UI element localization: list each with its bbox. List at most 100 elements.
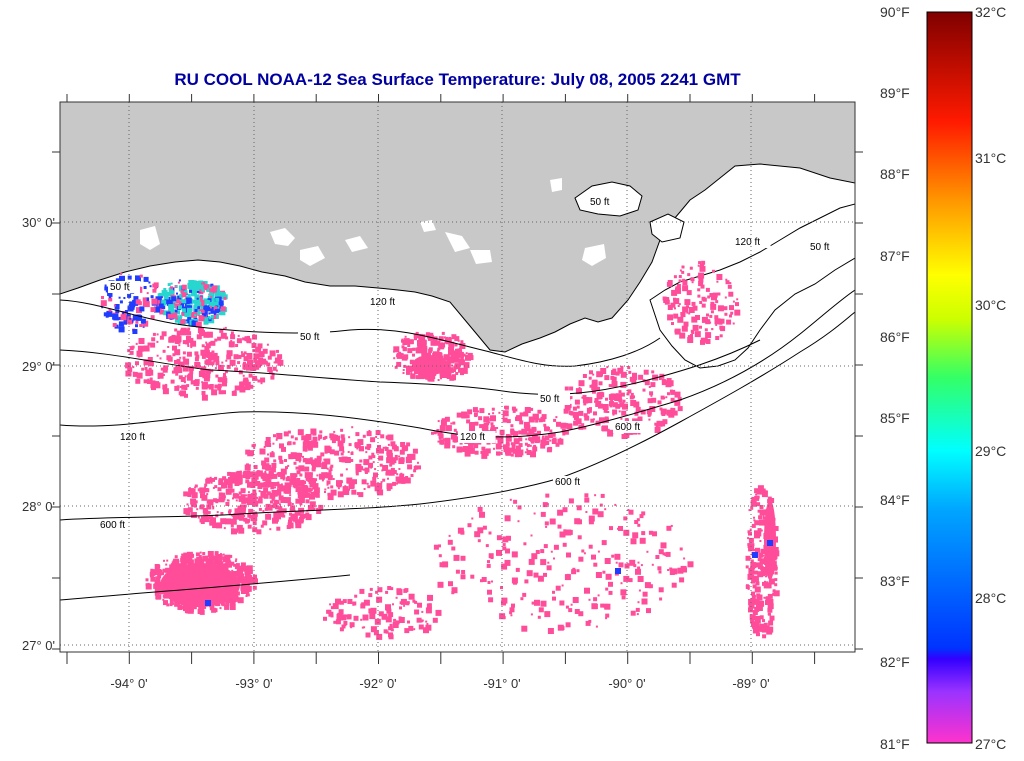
sst-pixel [237,354,242,359]
sst-pixel [673,275,677,279]
sst-pixel [228,509,232,513]
sst-pixel [686,311,689,314]
sst-pixel [565,605,569,609]
sst-pixel [370,607,377,614]
sst-pixel [137,345,144,352]
sst-pixel [518,437,523,442]
sst-pixel [474,450,479,455]
sst-pixel [604,375,610,381]
contour-label: 120 ft [460,432,485,443]
sst-pixel [436,429,440,432]
sst-pixel [697,264,700,267]
sst-pixel [186,351,192,357]
sst-pixel [449,375,455,381]
sst-pixel [638,374,644,380]
sst-pixel [114,304,120,309]
sst-pixel [687,337,694,343]
sst-pixel [505,516,509,519]
sst-pixel [274,357,281,364]
sst-pixel [291,514,298,521]
sst-pixel [723,306,728,311]
sst-pixel [190,340,197,347]
sst-pixel [412,599,416,603]
sst-pixel [194,362,201,368]
sst-pixel [246,463,249,467]
sst-pixel [162,349,166,353]
sst-pixel [440,441,444,445]
sst-pixel [144,367,148,370]
sst-pixel [139,274,143,278]
sst-pixel [337,612,340,615]
sst-pixel [241,579,247,585]
sst-pixel [671,322,674,325]
sst-pixel [596,386,600,391]
sst-pixel [506,441,510,445]
sst-pixel [225,502,230,506]
colorbar-f-label: 83°F [880,573,910,589]
sst-pixel [415,375,420,380]
sst-pixel [284,459,287,462]
sst-pixel [732,300,735,303]
sst-pixel [759,623,765,629]
sst-pixel [207,499,214,506]
sst-pixel [132,366,135,369]
sst-pixel [215,554,220,559]
sst-pixel [568,608,573,613]
colorbar-f-label: 90°F [880,4,910,20]
sst-pixel [753,626,759,632]
sst-pixel [513,438,520,445]
sst-pixel [333,620,337,624]
sst-pixel [242,488,246,492]
sst-pixel [654,422,658,426]
sst-pixel [768,620,774,626]
sst-pixel [302,482,304,485]
sst-pixel [233,474,239,480]
sst-pixel [363,488,366,490]
contour-label-bg [538,393,570,405]
sst-pixel [217,306,220,309]
sst-pixel [226,364,231,369]
sst-pixel [757,528,762,533]
sst-pixel [620,582,623,585]
sst-pixel [547,561,550,564]
sst-pixel [216,522,223,529]
sst-pixel [157,377,160,379]
sst-pixel [244,384,251,391]
sst-pixel [538,418,543,423]
sst-pixel [526,450,532,455]
sst-pixel [232,595,238,601]
sst-pixel [210,517,216,524]
sst-pixel [535,419,539,423]
sst-pixel [750,562,757,569]
sst-pixel [677,396,682,401]
sst-pixel [113,315,119,321]
sst-pixel [753,567,756,570]
sst-pixel [215,374,219,378]
sst-pixel [324,435,328,439]
sst-pixel [339,446,345,452]
sst-pixel [337,487,340,490]
sst-pixel [402,477,408,482]
sst-pixel [505,448,511,455]
sst-pixel [402,347,407,351]
sst-pixel [547,433,553,439]
sst-pixel [547,628,554,634]
sst-pixel [259,353,263,357]
sst-pixel [154,286,158,290]
sst-pixel [201,391,206,395]
sst-pixel [170,310,174,314]
sst-pixel [442,561,449,568]
sst-pixel [251,475,254,478]
sst-pixel [555,416,558,419]
sst-pixel [757,571,764,578]
sst-pixel [461,412,468,419]
sst-pixel [438,352,443,357]
sst-pixel [279,443,284,449]
sst-pixel [270,485,275,490]
sst-pixel [138,355,140,358]
sst-pixel [250,496,257,503]
sst-pixel [754,606,760,612]
sst-pixel [197,488,201,492]
sst-pixel [243,498,249,503]
sst-pixel [408,593,415,600]
